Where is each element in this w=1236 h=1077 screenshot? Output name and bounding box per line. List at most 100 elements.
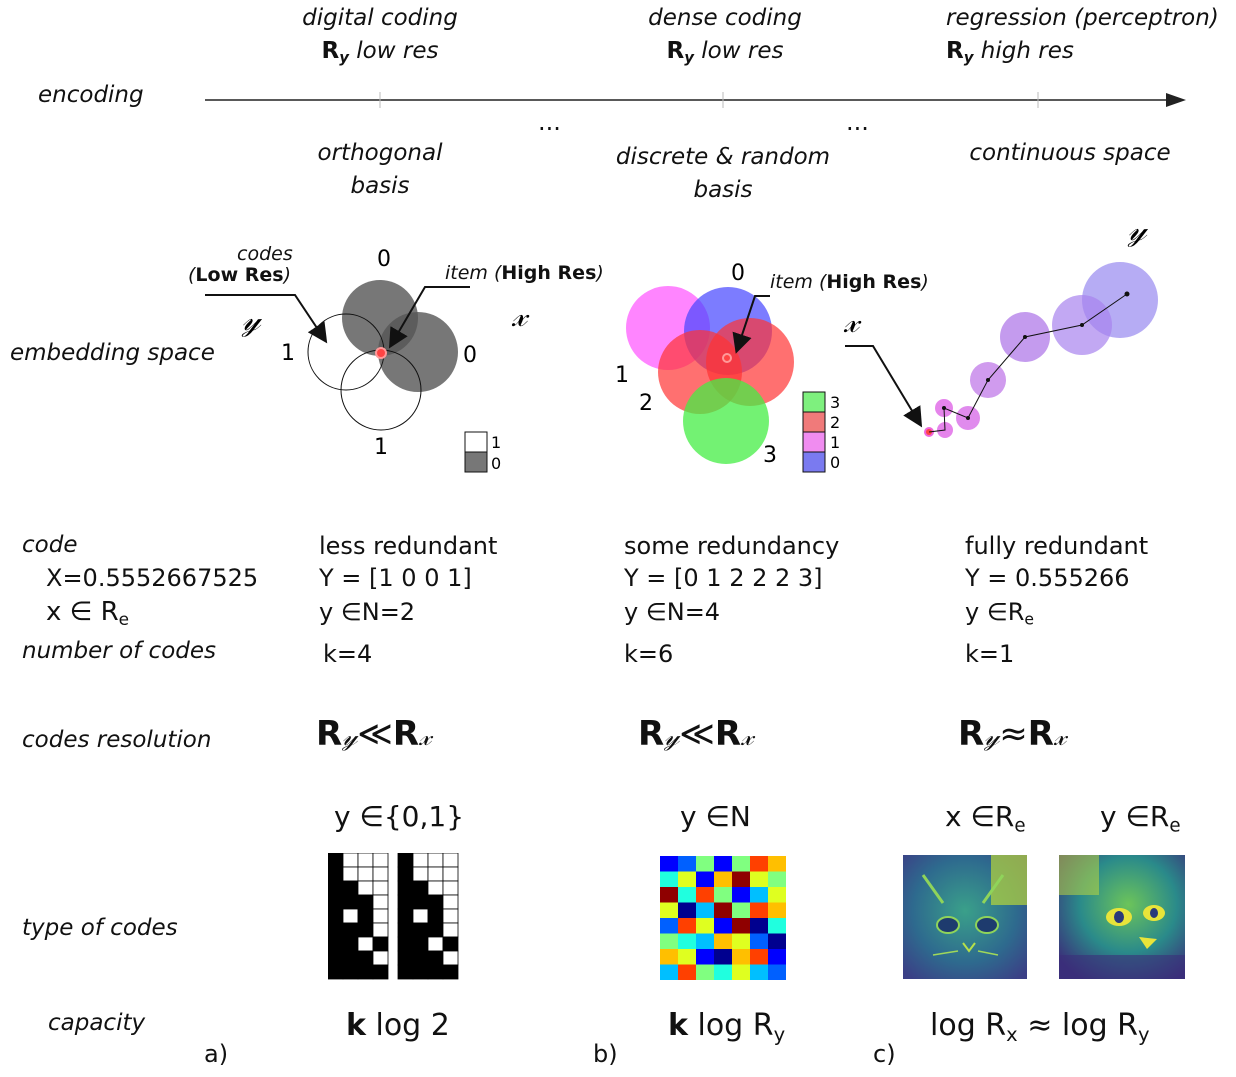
binary-cell [357,936,374,952]
binary-cell [357,894,374,910]
resolution-a: R𝓎≪R𝓍 [316,714,432,754]
binary-cell [342,880,359,896]
circle-b-label-1: 1 [615,363,629,388]
codes-arrow [205,294,328,344]
heatmap-cell [678,871,696,887]
binary-cell [442,908,459,924]
binary-cell [372,908,389,924]
binary-cell [442,964,459,980]
binary-cell [412,853,429,868]
heatmap-cell [714,918,732,934]
binary-cell [427,950,444,966]
binary-cell [372,936,389,952]
binary-cell [412,922,429,938]
heatmap-cell [678,949,696,965]
capacity-b: k log Ry [668,1008,786,1046]
binary-cell [372,950,389,966]
encoding-axis [205,92,1186,108]
low-res-label: (Low Res) [188,264,291,286]
binary-cell [412,866,429,882]
panel-label-b: b) [593,1040,618,1068]
heatmap-cell [732,871,750,887]
heatmap-cell [768,871,786,887]
binary-cell [357,908,374,924]
legend-a-0: 0 [491,454,501,473]
domain-a: y ∈N=2 [319,598,416,626]
ellipsis-2: ... [846,108,869,136]
code-x-value: X=0.5552667525 [46,564,259,592]
heatmap-cell [696,918,714,934]
heatmap-cell [768,949,786,965]
binary-cell [372,894,389,910]
binary-cell [442,880,459,896]
dense-code-heatmap [660,856,786,980]
binary-cell [442,853,459,868]
cat-image-y [1059,855,1185,979]
circle-b-label-2: 2 [639,391,653,416]
heatmap-cell [696,949,714,965]
stage-b-title: dense coding [648,5,802,31]
heatmap-cell [750,964,768,980]
x-symbol-a: 𝓍 [511,296,530,334]
binary-cell [412,880,429,896]
heatmap-cell [660,871,678,887]
item-arrow-c [845,345,923,428]
heatmap-cell [678,887,696,903]
stage-c-res: Ry high res [946,38,1074,67]
stage-b-res: Ry low res [666,38,784,67]
binary-cell [357,922,374,938]
heatmap-cell [768,887,786,903]
heatmap-cell [768,918,786,934]
heatmap-cell [732,887,750,903]
stage-a-res: Ry low res [321,38,439,67]
binary-cell [328,880,344,896]
redundancy-b: some redundancy [624,532,840,560]
binary-cell [412,950,429,966]
binary-cell [357,880,374,896]
heatmap-cell [750,856,768,872]
heatmap-cell [750,871,768,887]
item-arrow-a [388,286,470,349]
binary-cell [372,880,389,896]
binary-cell [328,922,344,938]
panel-b-circles [626,286,794,464]
heatmap-cell [678,964,696,980]
redundancy-a: less redundant [319,532,498,560]
panel-a-circles [307,280,458,431]
y-symbol-a: 𝓎 [241,300,263,338]
circle-b-label-0: 0 [731,261,745,286]
resolution-b: R𝓎≪R𝓍 [638,714,754,754]
binary-cell [427,922,444,938]
heatmap-cell [696,964,714,980]
circle-b-label-3: 3 [763,443,777,468]
binary-cell [427,964,444,980]
heatmap-cell [696,902,714,918]
heatmap-cell [750,887,768,903]
heatmap-cell [660,856,678,872]
heatmap-cell [714,887,732,903]
binary-cell [328,964,344,980]
heatmap-cell [732,964,750,980]
heatmap-cell [678,902,696,918]
binary-cell [372,964,389,980]
binary-cell [397,964,414,980]
code-value-a: Y = [1 0 0 1] [319,564,472,592]
binary-cell [342,922,359,938]
type-of-codes-label: type of codes [22,915,178,941]
binary-cell [397,894,414,910]
heatmap-cell [660,887,678,903]
binary-cell [328,908,344,924]
item-arrow-b [732,295,770,354]
y-symbol-c: 𝓎 [1127,210,1149,248]
codes-resolution-label: codes resolution [22,727,212,753]
binary-cell [397,853,414,868]
heatmap-cell [660,918,678,934]
basis-b-line1: discrete & random [615,144,831,170]
k-a: k=4 [323,640,373,668]
code-value-c: Y = 0.555266 [965,564,1130,592]
codes-label: codes [237,243,293,265]
heatmap-cell [660,964,678,980]
basis-b-line2: basis [693,177,753,203]
k-b: k=6 [624,640,674,668]
heatmap-cell [714,871,732,887]
